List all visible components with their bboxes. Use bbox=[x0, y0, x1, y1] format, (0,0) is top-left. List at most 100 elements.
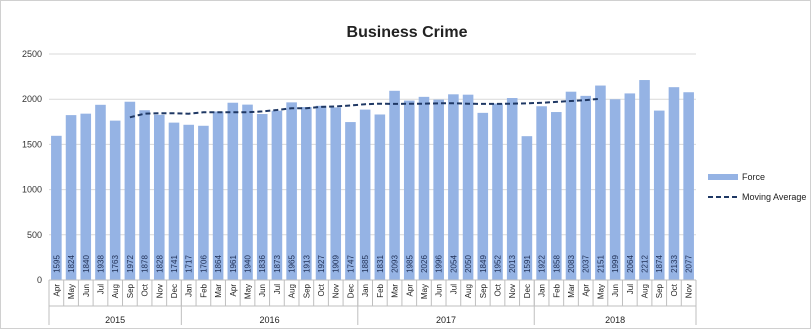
moving-average-series bbox=[129, 97, 601, 119]
bar-value-label-21: 1885 bbox=[361, 255, 370, 273]
bar-39 bbox=[624, 93, 636, 280]
bar-25 bbox=[418, 96, 430, 280]
bar-27 bbox=[448, 94, 459, 281]
bar-value-label-1: 1824 bbox=[67, 255, 76, 273]
bar-36 bbox=[580, 95, 592, 281]
bar-2 bbox=[80, 113, 92, 280]
bar-21 bbox=[359, 109, 371, 280]
x-tick-label-11: Mar bbox=[214, 284, 223, 298]
bar-series-force bbox=[51, 80, 694, 281]
x-axis: Apr May Jun Jul Aug Sep Oct Nov Dec Jan Feb Mar Apr M… bbox=[48, 279, 697, 325]
bar-value-label-28: 2050 bbox=[464, 255, 473, 273]
x-tick-label-30: Oct bbox=[493, 283, 502, 296]
x-tick-label-21: Jan bbox=[361, 284, 370, 297]
legend-label-force: Force bbox=[742, 172, 765, 182]
bar-29 bbox=[477, 112, 489, 280]
bar-value-label-8: 1741 bbox=[170, 255, 179, 273]
x-tick-label-15: Jul bbox=[273, 284, 282, 294]
x-tick-label-19: Nov bbox=[332, 284, 341, 298]
x-tick-label-3: Jul bbox=[96, 284, 105, 294]
bar-value-label-43: 2077 bbox=[685, 255, 694, 273]
x-tick-label-33: Jan bbox=[538, 284, 547, 297]
bar-value-label-32: 1591 bbox=[523, 255, 532, 273]
bar-10 bbox=[198, 125, 209, 280]
bar-value-label-20: 1747 bbox=[346, 255, 355, 273]
bar-42 bbox=[668, 87, 680, 280]
x-tick-label-2: Jun bbox=[82, 284, 91, 297]
bar-14 bbox=[256, 114, 268, 280]
bar-value-label-15: 1873 bbox=[273, 255, 282, 273]
bar-value-label-0: 1595 bbox=[52, 255, 61, 273]
y-tick-label-1000: 1000 bbox=[22, 185, 42, 195]
bar-31 bbox=[506, 98, 518, 280]
x-tick-label-26: Jun bbox=[435, 284, 444, 297]
bar-16 bbox=[286, 102, 297, 280]
bar-value-label-7: 1828 bbox=[155, 255, 164, 273]
bar-3 bbox=[95, 104, 106, 280]
bar-6 bbox=[139, 110, 150, 281]
bar-value-label-34: 1858 bbox=[552, 255, 561, 273]
x-tick-label-27: Jul bbox=[449, 284, 458, 294]
x-tick-label-18: Oct bbox=[317, 283, 326, 296]
bar-37 bbox=[595, 85, 606, 281]
bar-7 bbox=[153, 114, 165, 280]
bar-9 bbox=[183, 124, 194, 280]
bar-32 bbox=[521, 136, 533, 280]
bar-value-label-2: 1840 bbox=[82, 255, 91, 273]
bar-value-label-36: 2037 bbox=[582, 255, 591, 273]
x-tick-label-17: Sep bbox=[302, 283, 311, 298]
bar-18 bbox=[315, 105, 327, 281]
y-axis: 0 500 1000 1500 2000 2500 bbox=[22, 49, 42, 285]
x-tick-label-35: Mar bbox=[567, 284, 576, 298]
bar-value-label-40: 2212 bbox=[641, 255, 650, 273]
x-tick-label-38: Jun bbox=[611, 284, 620, 297]
x-tick-label-12: Apr bbox=[229, 284, 238, 297]
x-tick-label-7: Nov bbox=[155, 284, 164, 298]
x-tick-label-5: Sep bbox=[126, 283, 135, 298]
bar-23 bbox=[389, 90, 400, 280]
bar-5 bbox=[124, 101, 136, 280]
bar-15 bbox=[271, 110, 283, 280]
bar-1 bbox=[65, 115, 77, 280]
year-label-2017: 2017 bbox=[436, 315, 456, 325]
x-tick-label-6: Oct bbox=[141, 283, 150, 296]
bar-value-label-10: 1706 bbox=[199, 255, 208, 273]
x-tick-label-8: Dec bbox=[170, 284, 179, 298]
x-tick-label-28: Aug bbox=[464, 284, 473, 298]
bar-value-label-41: 1874 bbox=[655, 255, 664, 273]
bar-value-label-3: 1938 bbox=[96, 255, 105, 273]
x-tick-label-13: May bbox=[244, 284, 253, 299]
legend: Force Moving Average bbox=[708, 172, 806, 202]
bar-value-label-4: 1763 bbox=[111, 255, 120, 273]
year-label-2018: 2018 bbox=[605, 315, 625, 325]
legend-swatch-force bbox=[708, 174, 738, 180]
bar-41 bbox=[653, 110, 665, 281]
x-tick-label-0: Apr bbox=[52, 284, 61, 297]
bar-value-label-27: 2054 bbox=[449, 255, 458, 273]
bar-4 bbox=[109, 120, 121, 280]
year-label-2016: 2016 bbox=[260, 315, 280, 325]
x-tick-label-34: Feb bbox=[552, 283, 561, 297]
bar-40 bbox=[639, 80, 650, 280]
moving-average-line bbox=[129, 97, 601, 119]
bar-value-label-37: 2151 bbox=[596, 255, 605, 273]
legend-label-moving-average: Moving Average bbox=[742, 192, 806, 202]
bar-11 bbox=[212, 111, 224, 280]
bar-30 bbox=[492, 103, 503, 280]
bar-value-labels: 1595 1824 1840 1938 1763 1972 1878 1828 1741 1717… bbox=[52, 255, 693, 273]
y-tick-label-1500: 1500 bbox=[22, 139, 42, 149]
y-tick-label-2000: 2000 bbox=[22, 94, 42, 104]
bar-38 bbox=[609, 99, 621, 280]
bar-26 bbox=[433, 99, 444, 280]
y-tick-label-500: 500 bbox=[27, 230, 42, 240]
bar-19 bbox=[330, 107, 342, 281]
x-tick-label-31: Nov bbox=[508, 284, 517, 298]
x-tick-label-24: Apr bbox=[405, 284, 414, 297]
bar-value-label-42: 2133 bbox=[670, 255, 679, 273]
x-tick-label-14: Jun bbox=[258, 284, 267, 297]
x-tick-label-41: Sep bbox=[655, 283, 664, 298]
bar-12 bbox=[227, 102, 239, 280]
bar-value-label-30: 1952 bbox=[493, 255, 502, 273]
bar-33 bbox=[536, 106, 547, 281]
